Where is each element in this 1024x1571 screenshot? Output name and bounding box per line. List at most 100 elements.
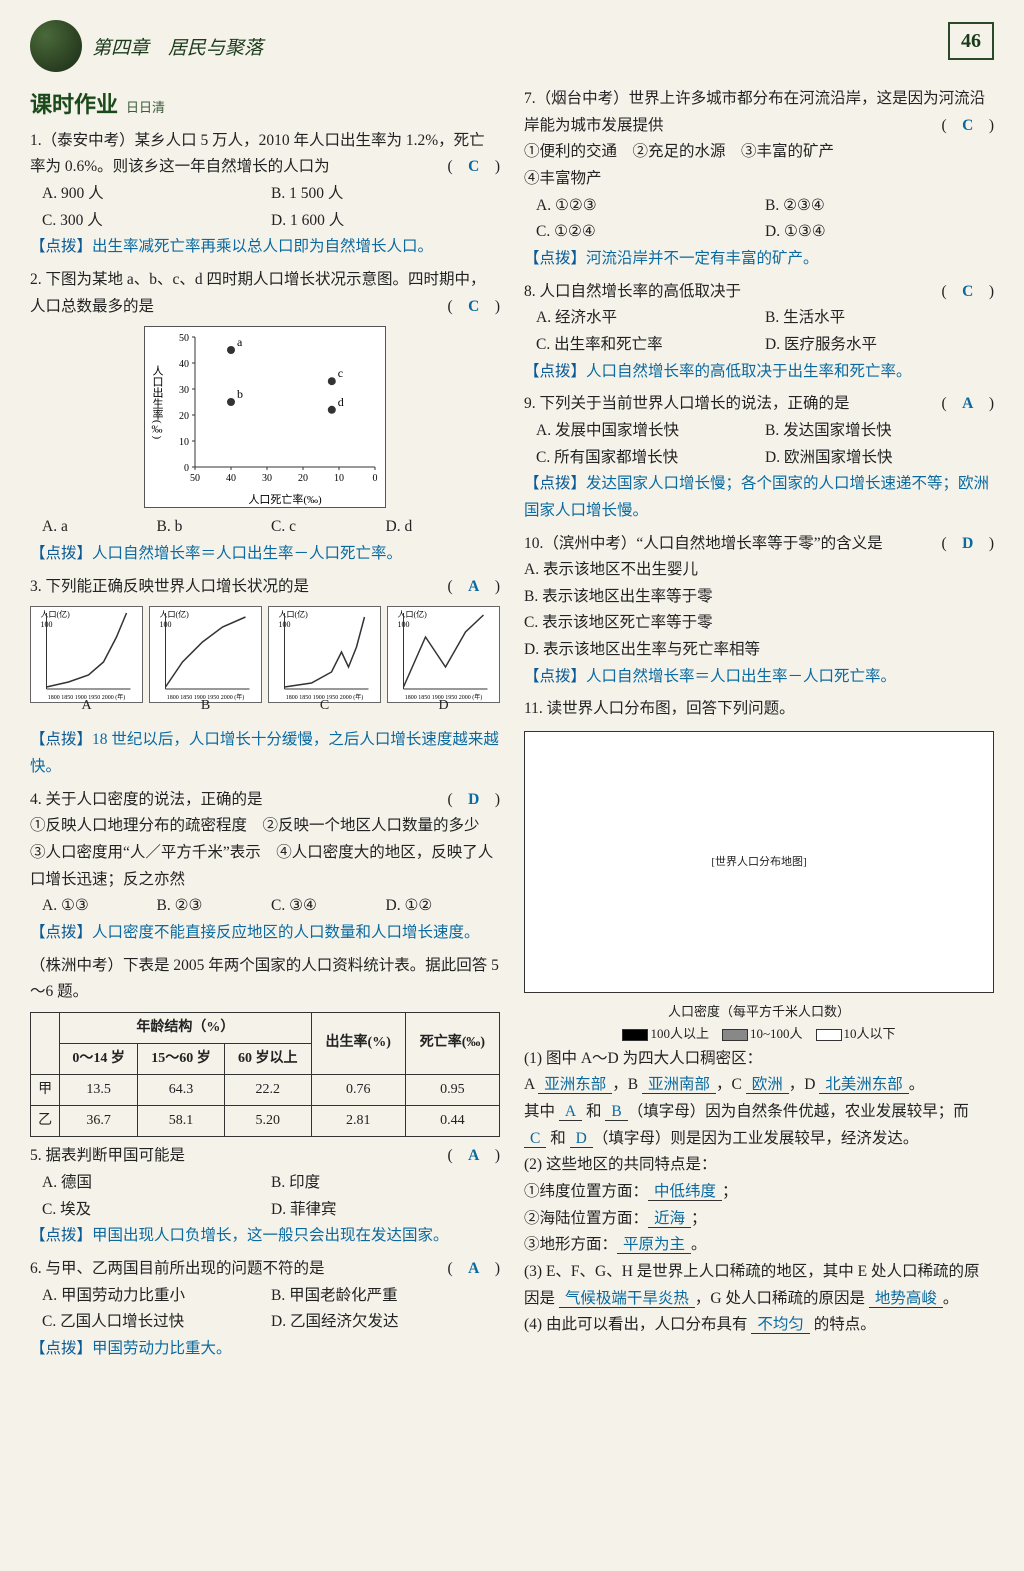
q9-opt-b: B. 发达国家增长快 — [765, 418, 994, 445]
blank-region-b: 亚洲南部 — [642, 1076, 716, 1094]
svg-text:c: c — [338, 367, 343, 381]
q2-opt-c: C. c — [271, 514, 386, 541]
shared-56-table: 年龄结构（%）出生率(%)死亡率(‰)0～14 岁15～60 岁60 岁以上甲1… — [30, 1012, 500, 1137]
q5-answer-slot: ( A ) — [447, 1143, 500, 1170]
q6-opt-a: A. 甲国劳动力比重小 — [42, 1283, 271, 1310]
svg-text:人口(亿): 人口(亿) — [41, 609, 71, 619]
q8-options-2: C. 出生率和死亡率 D. 医疗服务水平 — [524, 332, 994, 359]
q4-opt-a: A. ①③ — [42, 893, 157, 920]
section-title: 课时作业 — [30, 86, 118, 124]
header-decoration-icon — [30, 20, 82, 72]
shared-56-intro: （株洲中考）下表是 2005 年两个国家的人口资料统计表。据此回答 5～6 题。 — [30, 953, 500, 1006]
question-9: 9. 下列关于当前世界人口增长的说法，正确的是 ( A ) A. 发展中国家增长… — [524, 391, 994, 524]
q10-answer-slot: ( D ) — [941, 531, 994, 558]
q7-options-1: A. ①②③ B. ②③④ — [524, 193, 994, 220]
section-subtitle: 日日清 — [126, 97, 165, 119]
q9-opt-a: A. 发展中国家增长快 — [536, 418, 765, 445]
q4-hint: 【点拨】人口密度不能直接反应地区的人口数量和人口增长速度。 — [30, 920, 500, 947]
q3-answer-slot: ( A ) — [447, 574, 500, 601]
q11-part3: (3) E、F、G、H 是世界上人口稀疏的地区，其中 E 处人口稀疏的原因是 气… — [524, 1259, 994, 1312]
question-1: 1.（泰安中考）某乡人口 5 万人，2010 年人口出生率为 1.2%，死亡率为… — [30, 128, 500, 261]
page-number: 46 — [948, 22, 994, 60]
q1-opt-c: C. 300 人 — [42, 208, 271, 235]
svg-text:40: 40 — [226, 473, 236, 484]
q5-stem: 5. 据表判断甲国可能是 — [30, 1147, 185, 1164]
q10-stem: 10.（滨州中考）“人口自然地增长率等于零”的含义是 — [524, 535, 883, 552]
q9-stem: 9. 下列关于当前世界人口增长的说法，正确的是 — [524, 395, 850, 412]
question-6: 6. 与甲、乙两国目前所出现的问题不符的是 ( A ) A. 甲国劳动力比重小 … — [30, 1256, 500, 1363]
svg-text:10: 10 — [179, 437, 189, 448]
page: 第四章 居民与聚落 46 课时作业 日日清 1.（泰安中考）某乡人口 5 万人，… — [0, 0, 1024, 1571]
svg-text:人口(亿): 人口(亿) — [160, 609, 190, 619]
q11-part2-b: ②海陆位置方面：近海； — [524, 1206, 994, 1233]
q7-hint: 【点拨】河流沿岸并不一定有丰富的矿产。 — [524, 246, 994, 273]
q4-opt-d: D. ①② — [386, 893, 501, 920]
legend-caption: 人口密度（每平方千米人口数） — [668, 1004, 850, 1019]
question-2: 2. 下图为某地 a、b、c、d 四时期人口增长状况示意图。四时期中，人口总数最… — [30, 267, 500, 568]
q3-mini-c: 人口(亿) 100 1800 1850 1900 1950 2000 (年) C — [268, 606, 381, 703]
blank-sea: 近海 — [648, 1210, 691, 1228]
q1-stem: 1.（泰安中考）某乡人口 5 万人，2010 年人口出生率为 1.2%，死亡率为… — [30, 132, 485, 176]
svg-text:20: 20 — [298, 473, 308, 484]
q8-opt-d: D. 医疗服务水平 — [765, 332, 994, 359]
blank-letter-3: C — [524, 1130, 546, 1148]
q9-answer-slot: ( A ) — [941, 391, 994, 418]
q6-options-2: C. 乙国人口增长过快 D. 乙国经济欠发达 — [30, 1309, 500, 1336]
q2-opt-a: A. a — [42, 514, 157, 541]
q6-stem: 6. 与甲、乙两国目前所出现的问题不符的是 — [30, 1260, 325, 1277]
q6-opt-b: B. 甲国老龄化严重 — [271, 1283, 500, 1310]
q7-opt-c: C. ①②④ — [536, 219, 765, 246]
q2-options: A. a B. b C. c D. d — [30, 514, 500, 541]
question-4: 4. 关于人口密度的说法，正确的是 ( D ) ①反映人口地理分布的疏密程度 ②… — [30, 787, 500, 947]
blank-terrain: 平原为主 — [617, 1236, 691, 1254]
blank-region-d: 北美洲东部 — [819, 1076, 909, 1094]
q11-part2-c: ③地形方面：平原为主。 — [524, 1232, 994, 1259]
q5-opt-d: D. 菲律宾 — [271, 1197, 500, 1224]
q7-opt-d: D. ①③④ — [765, 219, 994, 246]
q11-part1-b: A 亚洲东部，B 亚洲南部，C 欧洲，D 北美洲东部。 — [524, 1072, 994, 1099]
blank-letter-2: B — [605, 1103, 627, 1121]
blank-region-c: 欧洲 — [746, 1076, 789, 1094]
svg-text:10: 10 — [334, 473, 344, 484]
q6-hint: 【点拨】甲国劳动力比重大。 — [30, 1336, 500, 1363]
svg-text:人口出生率(‰): 人口出生率(‰) — [151, 365, 164, 440]
q8-opt-c: C. 出生率和死亡率 — [536, 332, 765, 359]
q6-options-1: A. 甲国劳动力比重小 B. 甲国老龄化严重 — [30, 1283, 500, 1310]
q11-part1-a: (1) 图中 A～D 为四大人口稠密区： — [524, 1046, 994, 1073]
svg-text:30: 30 — [262, 473, 272, 484]
q1-answer-slot: ( C ) — [447, 154, 500, 181]
q1-opt-a: A. 900 人 — [42, 181, 271, 208]
q3-mini-b: 人口(亿) 100 1800 1850 1900 1950 2000 (年) B — [149, 606, 262, 703]
q10-opt-c: C. 表示该地区死亡率等于零 — [524, 610, 994, 637]
q10-opt-d: D. 表示该地区出生率与死亡率相等 — [524, 637, 994, 664]
q7-opt-a: A. ①②③ — [536, 193, 765, 220]
q8-stem: 8. 人口自然增长率的高低取决于 — [524, 283, 741, 300]
chapter-title: 第四章 居民与聚落 — [92, 33, 263, 60]
left-column: 课时作业 日日清 1.（泰安中考）某乡人口 5 万人，2010 年人口出生率为 … — [30, 86, 500, 1369]
q1-opt-b: B. 1 500 人 — [271, 181, 500, 208]
q3-stem: 3. 下列能正确反映世界人口增长状况的是 — [30, 578, 309, 595]
blank-feature: 不均匀 — [751, 1316, 810, 1334]
q11-part2-head: (2) 这些地区的共同特点是： — [524, 1152, 994, 1179]
blank-reason-e: 气候极端干旱炎热 — [559, 1290, 695, 1308]
q4-stem: 4. 关于人口密度的说法，正确的是 — [30, 791, 263, 808]
page-header: 第四章 居民与聚落 46 — [30, 20, 994, 76]
q3-mini-a: 人口(亿) 100 1800 1850 1900 1950 2000 (年) A — [30, 606, 143, 703]
q1-options-1: A. 900 人 B. 1 500 人 — [30, 181, 500, 208]
q11-world-map: [世界人口分布地图] — [524, 731, 994, 993]
q9-opt-d: D. 欧洲国家增长快 — [765, 445, 994, 472]
q7-answer-slot: ( C ) — [941, 113, 994, 140]
blank-letter-1: A — [559, 1103, 582, 1121]
q8-opt-a: A. 经济水平 — [536, 305, 765, 332]
blank-region-a: 亚洲东部 — [538, 1076, 612, 1094]
q1-hint: 【点拨】出生率减死亡率再乘以总人口即为自然增长人口。 — [30, 234, 500, 261]
q4-statements: ①反映人口地理分布的疏密程度 ②反映一个地区人口数量的多少 ③人口密度用“人／平… — [30, 813, 500, 893]
q1-options-2: C. 300 人 D. 1 600 人 — [30, 208, 500, 235]
q8-hint: 【点拨】人口自然增长率的高低取决于出生率和死亡率。 — [524, 359, 994, 386]
q8-opt-b: B. 生活水平 — [765, 305, 994, 332]
q6-answer-slot: ( A ) — [447, 1256, 500, 1283]
svg-text:人口(亿): 人口(亿) — [398, 609, 428, 619]
svg-text:人口(亿): 人口(亿) — [279, 609, 309, 619]
q7-stem: 7.（烟台中考）世界上许多城市都分布在河流沿岸，这是因为河流沿岸能为城市发展提供 — [524, 90, 985, 134]
q11-map-legend: 人口密度（每平方千米人口数） 100人以上 10~100人 10人以下 — [524, 1001, 994, 1046]
